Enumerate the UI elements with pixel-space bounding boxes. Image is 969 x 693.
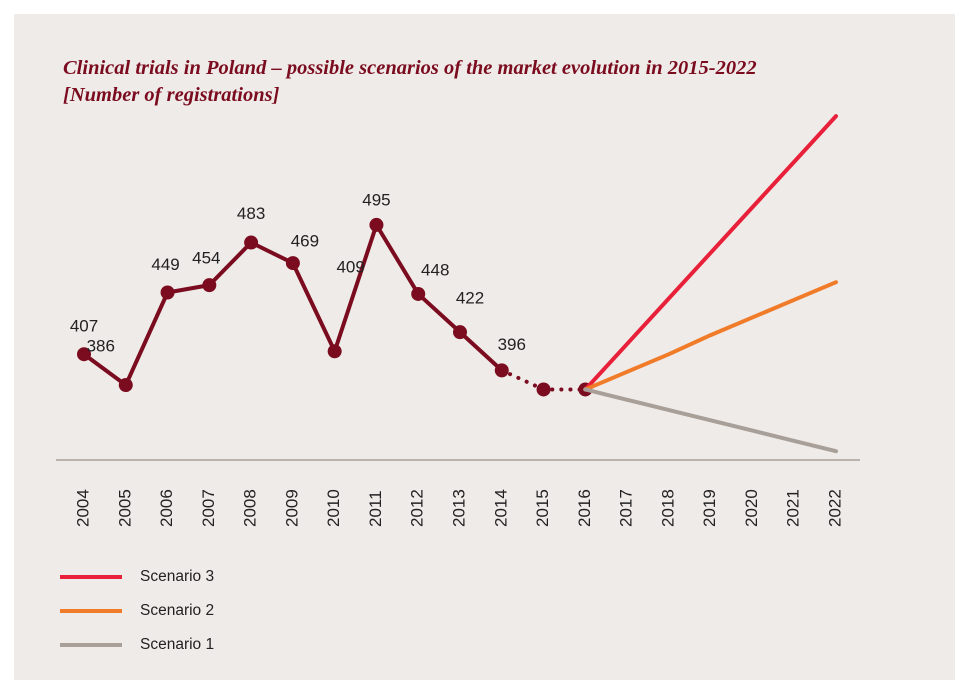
x-tick-label: 2010 xyxy=(324,489,343,527)
line xyxy=(583,387,838,454)
line xyxy=(583,114,838,392)
legend-label: Scenario 2 xyxy=(140,602,214,619)
marker xyxy=(118,378,133,393)
marker xyxy=(411,286,426,301)
data-label: 386 xyxy=(87,337,115,356)
x-tick-label: 2007 xyxy=(199,489,218,527)
marker xyxy=(453,325,467,340)
data-label: 396 xyxy=(498,335,526,354)
marker xyxy=(327,344,342,359)
x-tick-label: 2006 xyxy=(157,489,176,527)
marker xyxy=(202,278,217,293)
data-label: 469 xyxy=(291,232,319,251)
data-label: 483 xyxy=(237,204,265,223)
legend-label: Scenario 1 xyxy=(140,636,214,653)
x-tick-label: 2008 xyxy=(241,489,260,527)
data-label: 449 xyxy=(151,255,179,274)
x-tick-label: 2018 xyxy=(658,489,677,527)
x-tick-label: 2014 xyxy=(491,489,510,527)
x-tick-label: 2017 xyxy=(617,489,636,527)
data-label: 409 xyxy=(336,258,364,277)
x-tick-label: 2013 xyxy=(449,489,468,527)
marker xyxy=(77,347,91,362)
x-tick-label: 2011 xyxy=(366,490,385,527)
marker xyxy=(285,256,300,271)
x-tick-label: 2004 xyxy=(73,489,92,527)
line xyxy=(583,280,838,392)
marker xyxy=(244,235,259,250)
data-label: 407 xyxy=(70,317,98,336)
marker xyxy=(536,382,551,397)
marker xyxy=(369,217,384,232)
x-tick-label: 2012 xyxy=(408,489,427,527)
data-label: 495 xyxy=(362,190,390,209)
x-tick-label: 2019 xyxy=(700,489,719,527)
x-tick-label: 2022 xyxy=(825,489,844,527)
chart-title: Clinical trials in Poland – possible sce… xyxy=(63,57,757,106)
x-tick-label: 2020 xyxy=(742,489,761,527)
x-tick-label: 2015 xyxy=(533,489,552,527)
legend-label: Scenario 3 xyxy=(140,568,214,585)
x-tick-label: 2005 xyxy=(115,489,134,527)
data-label: 448 xyxy=(421,260,449,279)
data-label: 454 xyxy=(192,249,220,268)
x-tick-label: 2009 xyxy=(282,489,301,527)
x-tick-label: 2016 xyxy=(575,489,594,527)
x-tick-label: 2021 xyxy=(784,489,803,527)
marker xyxy=(494,363,509,378)
data-label: 422 xyxy=(456,289,484,308)
chart-background xyxy=(14,14,955,680)
marker xyxy=(160,285,175,300)
